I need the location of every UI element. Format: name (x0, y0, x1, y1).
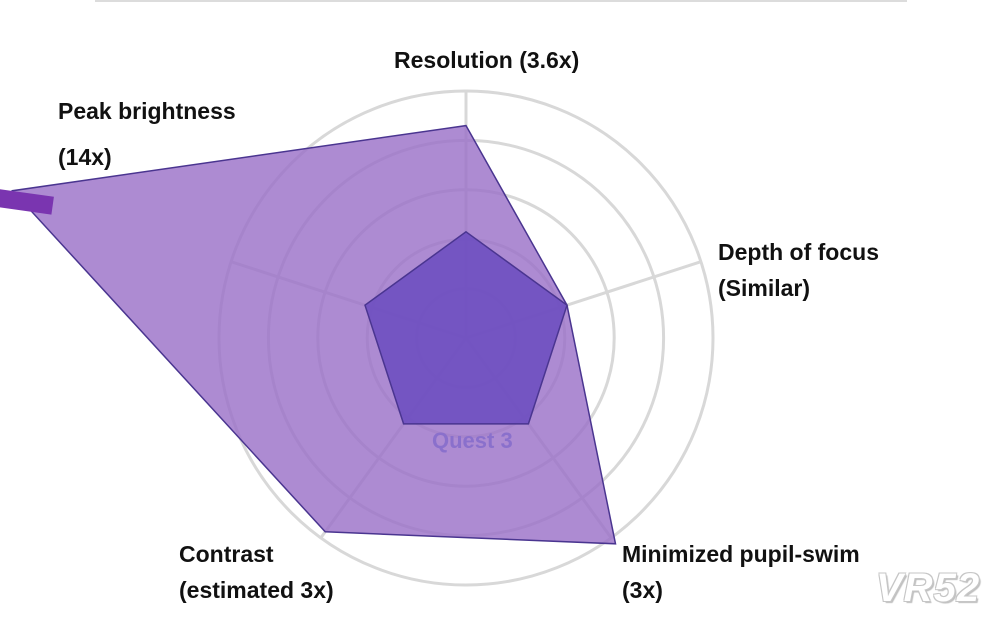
top-divider (95, 0, 907, 2)
off-scale-arrow-icon (0, 189, 54, 215)
series-label-quest-3: Quest 3 (432, 428, 513, 453)
series-polygon-new-headset (11, 124, 617, 545)
axis-label-resolution: Resolution (3.6x) (394, 47, 580, 73)
axis-label-pupil-swim: Minimized pupil-swim (3x) (622, 541, 860, 603)
axis-label-peak-brightness: Peak brightness (14x) (58, 98, 236, 170)
series-polygon-quest-3 (364, 230, 568, 425)
axis-label-depth-of-focus: Depth of focus (Similar) (718, 239, 879, 301)
watermark-logo: VR52 (876, 566, 981, 610)
axis-label-contrast: Contrast (estimated 3x) (179, 541, 334, 603)
